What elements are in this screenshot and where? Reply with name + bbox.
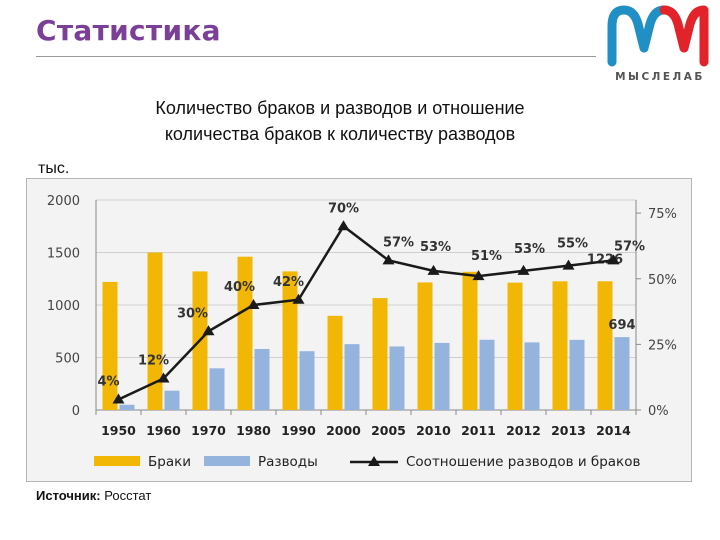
bar-marriages bbox=[462, 271, 478, 410]
y2-tick-label: 75% bbox=[648, 207, 677, 222]
x-tick-label: 2014 bbox=[596, 423, 631, 438]
legend-swatch bbox=[204, 456, 250, 466]
ratio-data-label: 57% bbox=[383, 235, 414, 250]
bar-divorces bbox=[434, 342, 450, 410]
x-tick-label: 2010 bbox=[416, 423, 451, 438]
ratio-marker bbox=[427, 264, 440, 275]
page-title: Статистика bbox=[36, 14, 221, 47]
ratio-data-label: 4% bbox=[97, 375, 119, 390]
x-tick-label: 2005 bbox=[371, 423, 406, 438]
ratio-line bbox=[117, 224, 614, 401]
y2-tick-label: 25% bbox=[648, 338, 677, 353]
y2-tick-label: 0% bbox=[648, 404, 669, 419]
chart-title-line2: количества браков к количеству разводов bbox=[164, 124, 516, 144]
bar-divorces bbox=[344, 344, 360, 410]
bar-marriages bbox=[597, 281, 613, 410]
title-divider bbox=[36, 56, 596, 57]
legend-label: Разводы bbox=[258, 454, 318, 470]
y-tick-label: 500 bbox=[55, 352, 80, 367]
x-tick-label: 2012 bbox=[506, 423, 541, 438]
y-axis-unit-label: тыс. bbox=[38, 160, 70, 177]
y-tick-label: 1500 bbox=[47, 247, 80, 262]
source-value: Росстат bbox=[104, 488, 152, 503]
x-tick-label: 1970 bbox=[191, 423, 226, 438]
bar-marriages bbox=[417, 282, 433, 410]
ratio-data-label: 30% bbox=[177, 306, 208, 321]
bar-marriages bbox=[372, 298, 388, 410]
legend-swatch bbox=[94, 456, 140, 466]
ratio-marker bbox=[337, 220, 350, 231]
logo-text: МЫСЛЕЛАБ bbox=[615, 71, 705, 83]
bar-divorces bbox=[569, 339, 585, 410]
legend-label: Соотношение разводов и браков bbox=[406, 454, 640, 470]
y-tick-label: 0 bbox=[72, 404, 80, 419]
logo-m-blue bbox=[607, 5, 669, 67]
bar-divorces bbox=[524, 342, 540, 410]
bar-marriages bbox=[552, 281, 568, 410]
legend-label: Браки bbox=[148, 454, 191, 470]
legend-line-marker bbox=[368, 456, 380, 466]
y2-tick-label: 50% bbox=[648, 273, 677, 288]
y-tick-label: 1000 bbox=[47, 299, 80, 314]
bar-marriages bbox=[507, 282, 523, 410]
bar-divorces bbox=[209, 368, 225, 410]
chart-title-line1: Количество браков и разводов и отношение bbox=[155, 98, 525, 118]
x-tick-label: 1960 bbox=[146, 423, 181, 438]
ratio-data-label: 55% bbox=[557, 237, 588, 252]
x-tick-label: 1990 bbox=[281, 423, 316, 438]
ratio-marker bbox=[562, 259, 575, 270]
data-label-annotation: 1226 bbox=[587, 252, 623, 267]
data-label-annotation: 694 bbox=[608, 318, 635, 333]
chart-title: Количество браков и разводов и отношение… bbox=[40, 95, 640, 147]
bar-marriages bbox=[237, 256, 253, 410]
ratio-data-label: 57% bbox=[614, 239, 645, 254]
ratio-data-label: 40% bbox=[224, 280, 255, 295]
ratio-marker bbox=[517, 264, 530, 275]
ratio-data-label: 51% bbox=[471, 249, 502, 264]
x-tick-label: 2013 bbox=[551, 423, 586, 438]
bar-marriages bbox=[147, 252, 163, 410]
x-tick-label: 2011 bbox=[461, 423, 496, 438]
bar-divorces bbox=[254, 348, 270, 410]
bar-marriages bbox=[282, 271, 298, 410]
ratio-marker bbox=[292, 293, 305, 304]
bar-divorces bbox=[389, 346, 405, 410]
chart-container bbox=[26, 178, 692, 482]
ratio-marker bbox=[157, 372, 170, 383]
source-label: Источник: bbox=[36, 488, 101, 503]
x-tick-label: 2000 bbox=[326, 423, 361, 438]
y-tick-label: 2000 bbox=[47, 194, 80, 209]
bar-divorces bbox=[119, 404, 135, 410]
ratio-marker bbox=[382, 254, 395, 265]
ratio-data-label: 53% bbox=[514, 242, 545, 257]
logo-m-red bbox=[659, 5, 709, 67]
ratio-data-label: 12% bbox=[138, 354, 169, 369]
ratio-marker bbox=[247, 299, 260, 309]
bar-divorces bbox=[614, 337, 630, 410]
ratio-marker bbox=[202, 325, 215, 336]
bar-divorces bbox=[299, 351, 315, 410]
ratio-marker bbox=[607, 254, 620, 265]
bar-divorces bbox=[479, 339, 495, 410]
ratio-data-label: 70% bbox=[328, 201, 359, 216]
myslelab-logo: МЫСЛЕЛАБ bbox=[607, 5, 709, 83]
ratio-marker bbox=[472, 270, 485, 281]
bar-divorces bbox=[164, 390, 180, 410]
ratio-data-label: 42% bbox=[273, 275, 304, 290]
source-note: Источник: Росстат bbox=[36, 488, 151, 503]
ratio-marker bbox=[112, 393, 125, 404]
x-tick-label: 1980 bbox=[236, 423, 271, 438]
ratio-data-label: 53% bbox=[420, 240, 451, 255]
x-tick-label: 1950 bbox=[101, 423, 136, 438]
bar-marriages bbox=[102, 281, 118, 410]
bar-marriages bbox=[327, 315, 343, 410]
